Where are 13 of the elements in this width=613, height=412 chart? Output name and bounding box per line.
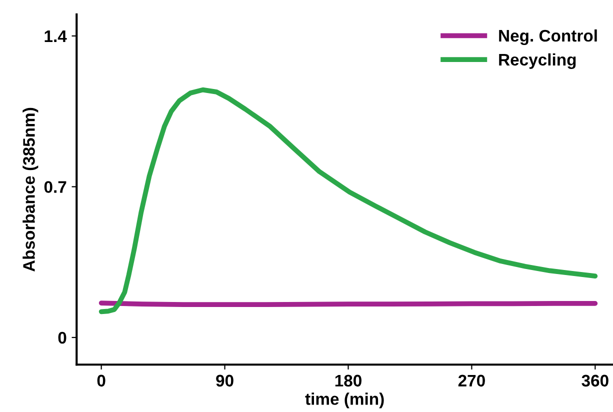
line-series: [98, 87, 598, 314]
y-axis-title: Absorbance (385nm): [22, 108, 38, 272]
x-tick-label: 360: [582, 374, 608, 387]
x-tick-label: 270: [458, 374, 485, 387]
legend-label: Recycling: [499, 53, 576, 69]
x-axis-title: time (min): [305, 392, 384, 408]
y-tick-label: 0: [58, 332, 66, 344]
y-tick-label: 1.4: [44, 30, 67, 42]
x-tick-label: 180: [335, 374, 362, 387]
x-tick-label: 90: [216, 374, 234, 387]
legend-label: Neg. Control: [499, 29, 597, 46]
y-tick-label: 0.7: [44, 181, 66, 193]
x-tick-label: 0: [97, 374, 106, 387]
